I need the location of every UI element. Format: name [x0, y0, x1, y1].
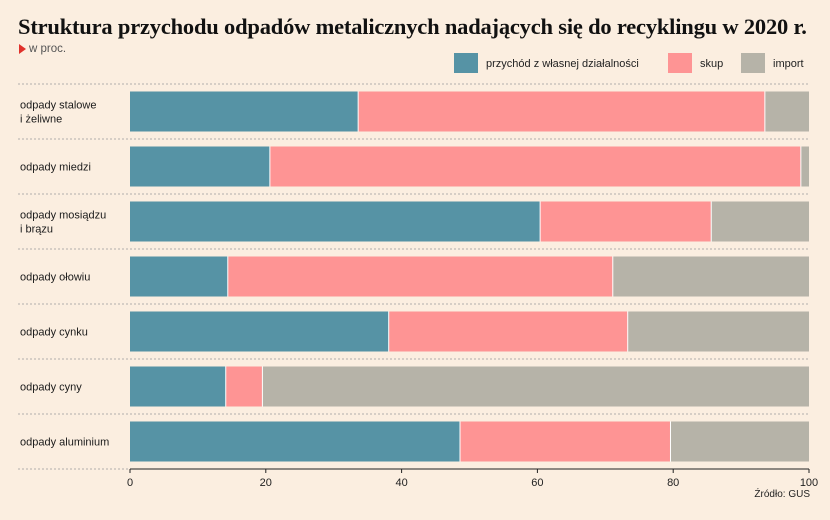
- bar-segment: [130, 366, 226, 407]
- legend-label: skup: [700, 58, 723, 70]
- chart-subtitle: w proc.: [19, 43, 66, 55]
- category-label: odpady mosiądzu i brązu: [20, 210, 106, 236]
- bar-segment: [130, 256, 228, 297]
- chart-source: Źródło: GUS: [754, 489, 810, 500]
- bar-segment: [764, 91, 809, 132]
- bar-segment: [130, 311, 389, 352]
- legend-swatch: [741, 53, 765, 73]
- red-triangle-icon: [19, 44, 26, 54]
- category-label-line: i żeliwne: [20, 114, 62, 126]
- bar-segment: [358, 91, 765, 132]
- bar-segment: [459, 421, 671, 462]
- category-label: odpady stalowe i żeliwne: [20, 100, 96, 126]
- category-label-line: i brązu: [20, 224, 53, 236]
- x-tick-label: 60: [531, 477, 543, 489]
- legend-swatch: [454, 53, 478, 73]
- chart-title: Struktura przychodu odpadów metalicznych…: [18, 14, 807, 39]
- bar-segment: [800, 146, 809, 187]
- bar-segment: [130, 421, 460, 462]
- x-tick-label: 20: [260, 477, 272, 489]
- bar-segment: [269, 146, 801, 187]
- legend-label: przychód z własnej działalności: [486, 58, 639, 70]
- bar-segment: [540, 201, 712, 242]
- bar-segment: [711, 201, 809, 242]
- bar-segment: [130, 201, 541, 242]
- category-label: odpady aluminium: [20, 437, 109, 449]
- bar-segment: [627, 311, 809, 352]
- unit-label: w proc.: [29, 43, 67, 55]
- category-label-line: odpady mosiądzu: [20, 210, 106, 222]
- legend-label: import: [773, 58, 804, 70]
- bar-segment: [612, 256, 809, 297]
- x-tick-label: 100: [800, 477, 818, 489]
- bar-segment: [227, 256, 613, 297]
- category-label-line: odpady stalowe: [20, 100, 96, 112]
- x-tick-label: 0: [127, 477, 133, 489]
- category-label: odpady cyny: [20, 382, 82, 394]
- category-label: odpady cynku: [20, 327, 88, 339]
- category-label: odpady ołowiu: [20, 272, 90, 284]
- bar-segment: [670, 421, 809, 462]
- bar-segment: [388, 311, 628, 352]
- category-label: odpady miedzi: [20, 162, 91, 174]
- bar-segment: [225, 366, 263, 407]
- legend-swatch: [668, 53, 692, 73]
- bar-segment: [262, 366, 809, 407]
- bar-segment: [130, 91, 359, 132]
- bar-segment: [130, 146, 270, 187]
- x-tick-label: 80: [667, 477, 679, 489]
- x-tick-label: 40: [395, 477, 407, 489]
